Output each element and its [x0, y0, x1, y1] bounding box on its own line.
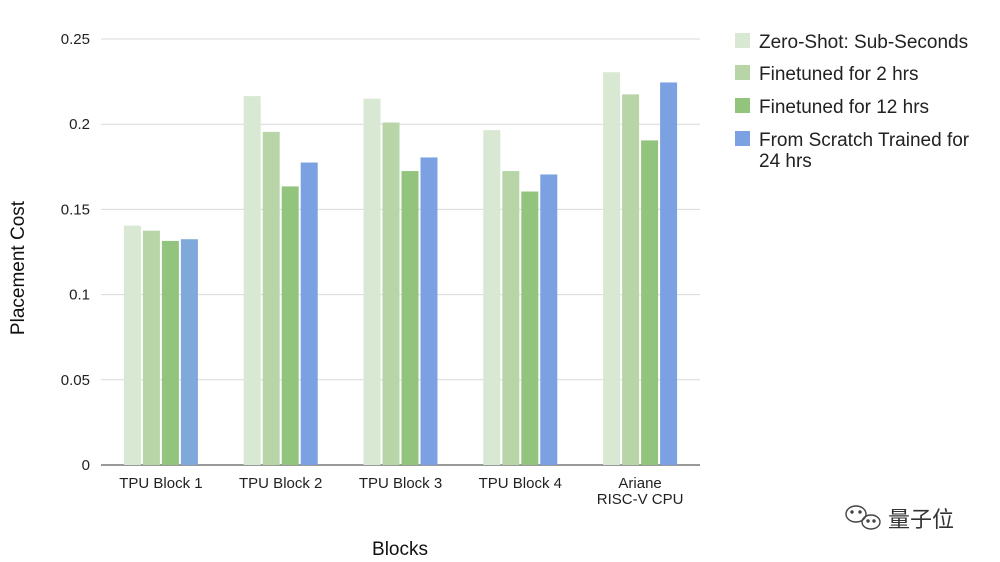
x-tick-label: TPU Block 2 — [239, 475, 322, 492]
bar — [243, 96, 261, 466]
bar — [123, 225, 141, 465]
bar — [401, 171, 419, 465]
y-tick-label: 0 — [82, 457, 90, 474]
bar — [641, 140, 659, 465]
bar — [603, 72, 621, 465]
legend: Zero-Shot: Sub-Seconds Finetuned for 2 hr… — [735, 32, 970, 172]
bars — [123, 72, 678, 466]
bar — [420, 157, 438, 466]
gridlines — [101, 38, 700, 466]
bar — [502, 171, 520, 465]
legend-label: Finetuned for 2 hrs — [759, 64, 918, 85]
legend-label: 24 hrs — [759, 151, 812, 172]
legend-swatch — [735, 98, 750, 113]
bar — [382, 122, 400, 465]
y-tick-label: 0.15 — [61, 201, 90, 218]
bar — [483, 130, 501, 465]
x-tick-labels: TPU Block 1 TPU Block 2 TPU Block 3 TPU Blo… — [119, 475, 683, 508]
watermark: 量子位 — [845, 505, 954, 533]
x-tick-label: RISC-V CPU — [597, 491, 684, 508]
legend-label: Zero-Shot: Sub-Seconds — [759, 32, 968, 53]
legend-swatch — [735, 33, 750, 48]
wechat-icon — [845, 505, 881, 530]
legend-label: Finetuned for 12 hrs — [759, 97, 929, 118]
bar — [300, 162, 318, 466]
y-tick-label: 0.25 — [61, 31, 90, 48]
watermark-text: 量子位 — [888, 508, 954, 533]
bar — [281, 186, 299, 465]
bar — [262, 131, 280, 466]
y-tick-label: 0.1 — [69, 287, 90, 304]
bar — [180, 239, 198, 465]
y-tick-label: 0.2 — [69, 116, 90, 133]
bar — [622, 94, 640, 465]
x-axis-title: Blocks — [372, 539, 428, 560]
x-tick-label: TPU Block 3 — [359, 475, 442, 492]
bar — [363, 98, 381, 465]
bar — [161, 240, 179, 465]
y-axis-title: Placement Cost — [8, 200, 29, 335]
bar — [521, 191, 539, 465]
legend-label: From Scratch Trained for — [759, 130, 970, 151]
y-tick-labels: 0 0.05 0.1 0.15 0.2 0.25 — [61, 31, 90, 474]
x-tick-label: TPU Block 1 — [119, 475, 202, 492]
legend-swatch — [735, 65, 750, 80]
bar — [142, 230, 160, 465]
legend-swatch — [735, 131, 750, 146]
y-tick-label: 0.05 — [61, 372, 90, 389]
x-tick-label: Ariane — [618, 475, 661, 492]
x-tick-label: TPU Block 4 — [479, 475, 562, 492]
bar — [540, 174, 558, 465]
bar — [660, 82, 678, 466]
